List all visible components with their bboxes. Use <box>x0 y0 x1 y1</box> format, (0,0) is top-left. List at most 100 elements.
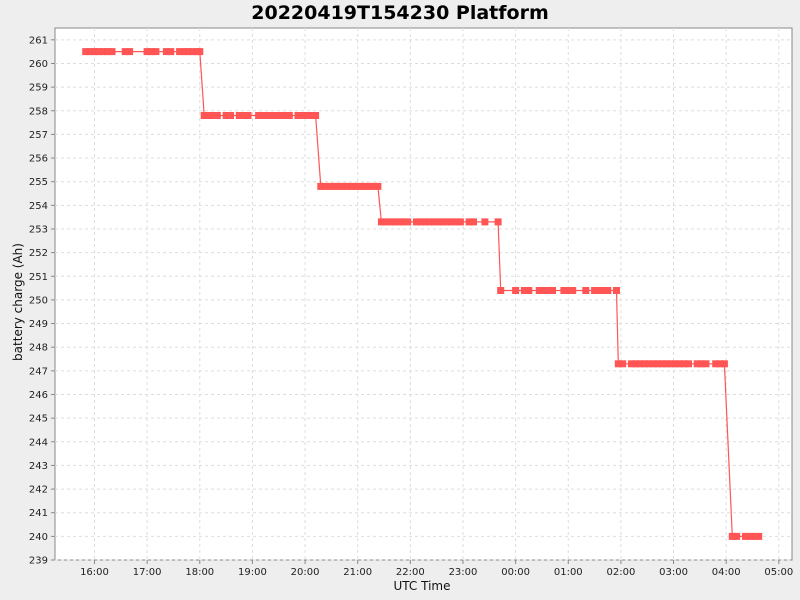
data-point <box>535 287 543 294</box>
data-point <box>377 218 385 226</box>
data-point <box>569 287 577 294</box>
data-point <box>591 287 599 294</box>
x-tick-label: 16:00 <box>80 567 109 578</box>
y-tick-label: 250 <box>29 295 48 306</box>
data-point <box>91 48 98 56</box>
data-point <box>456 218 464 226</box>
data-point <box>294 112 302 119</box>
data-point <box>348 182 356 190</box>
data-point <box>121 48 129 56</box>
data-point <box>481 218 489 226</box>
data-point <box>582 287 590 294</box>
y-tick-label: 252 <box>29 248 48 259</box>
data-point <box>443 218 451 226</box>
data-point <box>733 532 741 540</box>
data-point <box>189 48 197 56</box>
data-point <box>326 182 334 190</box>
data-point <box>99 48 107 56</box>
y-tick-label: 249 <box>29 319 48 330</box>
data-point <box>663 360 670 368</box>
data-point <box>395 218 403 226</box>
data-point <box>614 360 622 368</box>
y-tick-label: 251 <box>29 272 48 283</box>
data-point <box>430 218 438 226</box>
data-point <box>627 360 635 368</box>
y-tick-label: 239 <box>29 556 48 567</box>
y-tick-label: 261 <box>29 35 48 46</box>
x-tick-label: 21:00 <box>343 567 372 578</box>
data-point <box>272 112 280 119</box>
x-tick-label: 22:00 <box>396 567 425 578</box>
data-point <box>470 218 477 226</box>
data-point <box>374 182 382 190</box>
y-tick-label: 256 <box>29 154 48 165</box>
data-point <box>645 360 653 368</box>
data-point <box>343 182 351 190</box>
x-tick-label: 17:00 <box>133 567 162 578</box>
data-point <box>104 48 112 56</box>
y-tick-label: 255 <box>29 177 48 188</box>
data-point <box>240 112 248 119</box>
y-tick-label: 241 <box>29 508 48 519</box>
data-point <box>595 287 603 294</box>
data-point <box>632 360 640 368</box>
y-tick-label: 260 <box>29 59 48 70</box>
data-point <box>196 48 204 56</box>
y-tick-label: 259 <box>29 83 48 94</box>
data-point <box>746 532 754 540</box>
data-point <box>676 360 684 368</box>
data-point <box>399 218 407 226</box>
data-point <box>167 48 175 56</box>
data-point <box>540 287 548 294</box>
data-point <box>494 218 502 226</box>
data-point <box>698 360 706 368</box>
y-tick-label: 248 <box>29 343 48 354</box>
data-point <box>654 360 662 368</box>
x-tick-label: 18:00 <box>185 567 214 578</box>
data-point <box>439 218 447 226</box>
series-layer <box>82 48 763 540</box>
data-point <box>525 287 533 294</box>
data-point <box>712 360 720 368</box>
x-axis-ticks: 16:00 17:00 18:00 19:00 20:00 21:00 22:00 23:00… <box>80 560 793 578</box>
data-point <box>544 287 552 294</box>
x-tick-label: 02:00 <box>606 567 635 578</box>
data-point <box>434 218 442 226</box>
data-point <box>599 287 607 294</box>
y-tick-label: 253 <box>29 224 48 235</box>
y-tick-label: 242 <box>29 485 48 496</box>
data-point <box>209 112 217 119</box>
data-point <box>750 532 758 540</box>
data-point <box>244 112 252 119</box>
data-point <box>235 112 243 119</box>
data-point <box>330 182 338 190</box>
data-point <box>259 112 267 119</box>
data-point <box>365 182 373 190</box>
data-point <box>604 287 612 294</box>
data-point <box>268 112 276 119</box>
data-point <box>560 287 568 294</box>
y-tick-label: 245 <box>29 414 48 425</box>
plot-area <box>54 27 793 561</box>
data-point <box>549 287 556 294</box>
data-point <box>755 532 763 540</box>
chart-title: 20220419T154230 Platform <box>251 2 549 24</box>
data-point <box>339 182 347 190</box>
data-point <box>281 112 289 119</box>
y-axis-ticks: 239 240 241 242 243 244 245 246 247 248 249 250 251 2… <box>29 35 55 567</box>
data-point <box>184 48 192 56</box>
data-point <box>720 360 728 368</box>
data-point <box>465 218 473 226</box>
data-point <box>564 287 572 294</box>
data-point <box>685 360 692 368</box>
data-point <box>356 182 364 190</box>
data-point <box>95 48 103 56</box>
data-point <box>361 182 369 190</box>
data-point <box>213 112 221 119</box>
y-axis-label: battery charge (Ah) <box>11 243 25 361</box>
data-point <box>520 287 528 294</box>
data-point <box>277 112 284 119</box>
data-point <box>370 182 377 190</box>
data-point <box>641 360 649 368</box>
